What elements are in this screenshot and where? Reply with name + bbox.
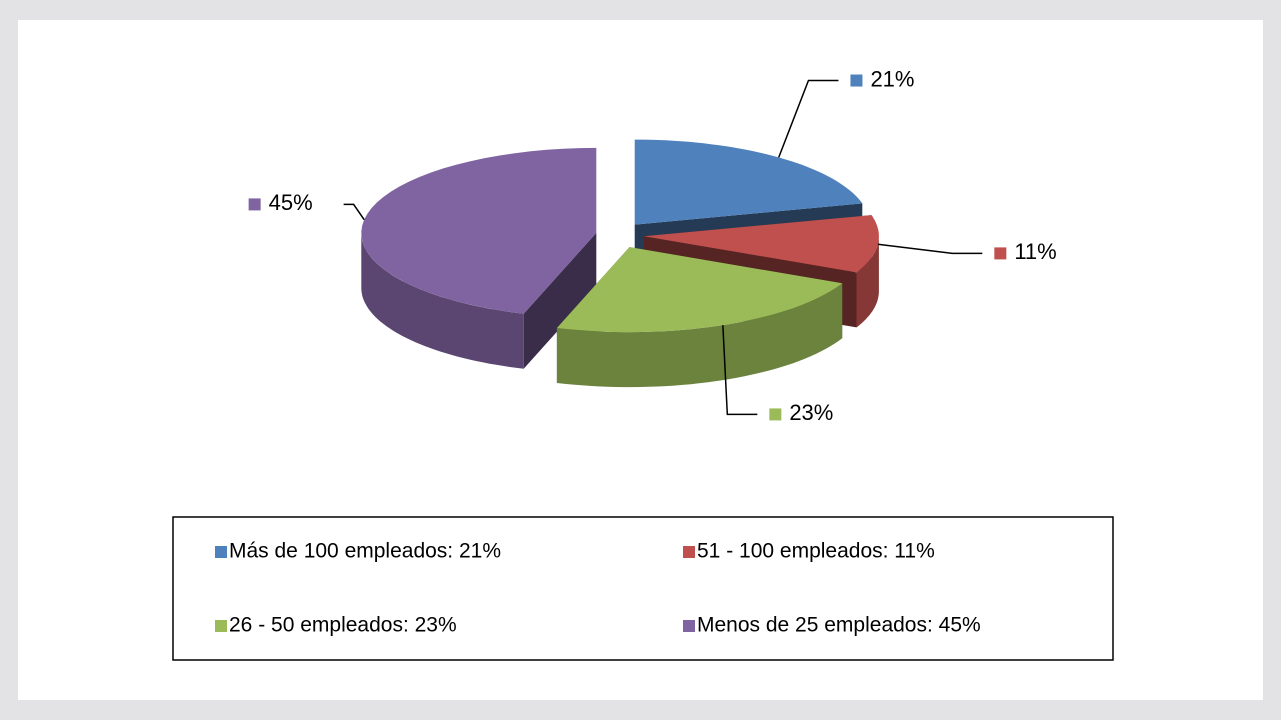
legend-swatch: [215, 546, 227, 558]
data-label: 23%: [789, 400, 833, 425]
slice-wall: [556, 283, 843, 388]
legend-swatch: [683, 546, 695, 558]
legend-label: 51 - 100 empleados: 11%: [697, 540, 935, 563]
label-swatch: [850, 74, 863, 87]
data-label: 11%: [1014, 239, 1056, 264]
leader-line: [343, 203, 365, 221]
slice: [556, 247, 843, 333]
data-label: 21%: [870, 66, 914, 91]
legend-label: Más de 100 empleados: 21%: [229, 540, 501, 563]
label-swatch: [769, 408, 782, 421]
leader-line: [722, 325, 758, 416]
label-swatch: [248, 198, 261, 211]
slice-side: [523, 232, 597, 369]
slice: [361, 147, 597, 314]
slice-wall: [856, 236, 879, 328]
leader-line: [877, 243, 983, 255]
slice: [634, 139, 863, 225]
label-swatch: [994, 247, 1007, 260]
data-label: 45%: [269, 190, 313, 215]
legend-label: Menos de 25 empleados: 45%: [697, 614, 981, 637]
leader-line: [778, 79, 839, 158]
legend-label: 26 - 50 empleados: 23%: [229, 614, 457, 637]
legend-swatch: [683, 620, 695, 632]
legend-box: [172, 516, 1114, 661]
slice-wall: [361, 232, 524, 369]
slice: [643, 215, 879, 273]
legend-swatch: [215, 620, 227, 632]
